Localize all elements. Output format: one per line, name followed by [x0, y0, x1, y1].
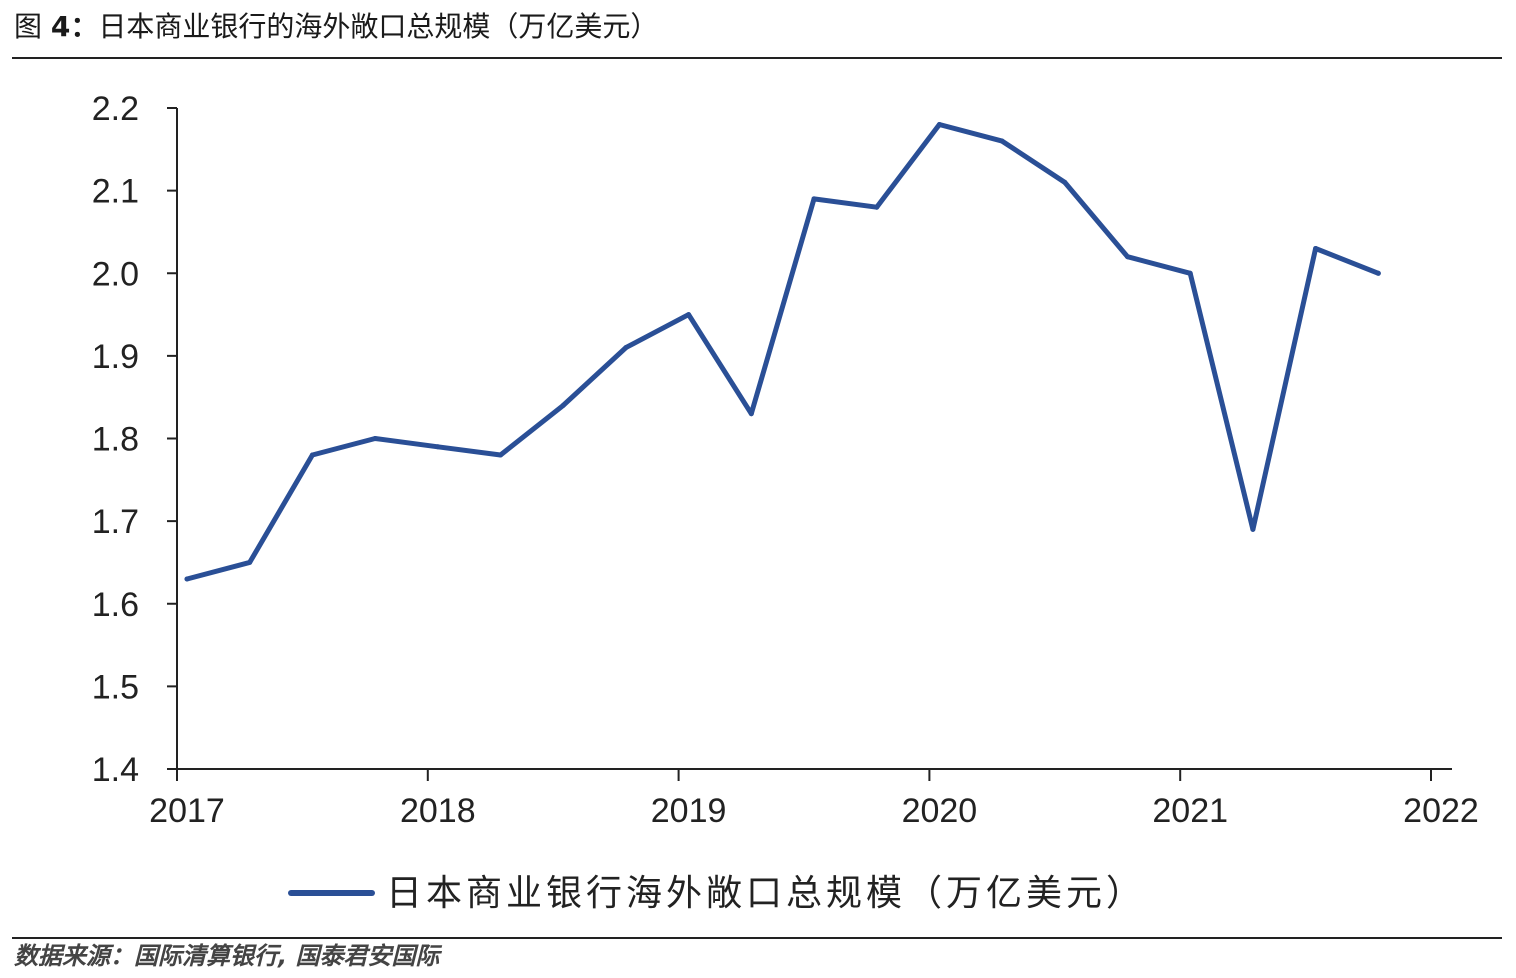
line-chart: 1.4 1.5 1.6 1.7 1.8 1.9 2.0 2.1 2.2 2017 2018 2019 2…: [92, 90, 1479, 914]
figure-label: 图: [14, 10, 43, 43]
data-point: [1062, 179, 1068, 185]
figure-title-text: 日本商业银行的海外敞口总规模（万亿美元）: [98, 10, 659, 43]
data-point: [999, 138, 1005, 144]
x-tick-label: 2020: [902, 792, 978, 830]
y-tick-label: 1.9: [92, 338, 139, 376]
data-point: [623, 345, 629, 351]
data-point: [748, 411, 754, 417]
data-point: [874, 204, 880, 210]
data-point: [309, 452, 315, 458]
data-point: [686, 312, 692, 318]
data-source-note: 数据来源：国际清算银行, 国泰君安国际: [14, 942, 440, 970]
y-tick-label: 1.6: [92, 586, 139, 624]
data-point: [936, 122, 942, 127]
y-tick-label: 1.4: [92, 751, 139, 789]
data-point: [435, 444, 441, 450]
top-rule: [12, 57, 1502, 59]
x-tick-label: 2019: [651, 792, 727, 830]
y-tick-label: 1.8: [92, 421, 139, 459]
y-tick-label: 2.2: [92, 90, 139, 128]
data-point: [247, 559, 253, 565]
data-point: [1250, 526, 1256, 532]
data-point: [1125, 254, 1130, 260]
y-tick-label: 1.5: [92, 668, 139, 706]
bottom-rule: [12, 937, 1502, 939]
x-tick-label: 2021: [1152, 792, 1228, 830]
data-point: [1187, 270, 1193, 276]
y-tick-label: 1.7: [92, 503, 139, 541]
series-line: [184, 122, 1381, 582]
x-tick-label: 2017: [149, 792, 225, 830]
figure-title: 图 4：日本商业银行的海外敞口总规模（万亿美元）: [14, 4, 658, 50]
x-tick-label: 2022: [1403, 792, 1479, 830]
data-point: [184, 576, 190, 582]
data-point: [372, 436, 378, 441]
data-point: [1375, 270, 1381, 276]
y-tick-label: 2.1: [92, 173, 139, 211]
data-point: [1313, 246, 1319, 251]
data-point: [560, 402, 566, 408]
data-point: [811, 196, 817, 202]
y-tick-label: 2.0: [92, 255, 139, 293]
data-point: [498, 452, 503, 458]
legend-label: 日本商业银行海外敞口总规模（万亿美元）: [386, 873, 1146, 914]
figure-number: 4：: [50, 10, 99, 43]
x-tick-label: 2018: [400, 792, 476, 830]
